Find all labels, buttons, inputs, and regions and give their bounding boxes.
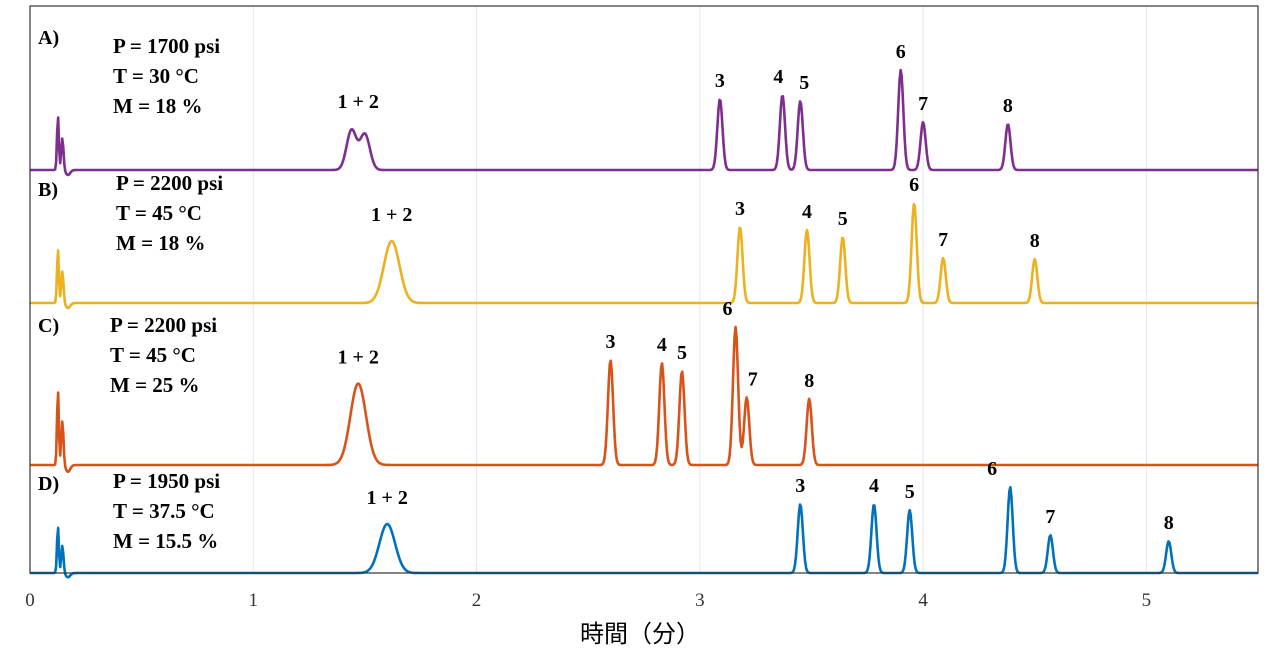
chromatogram-trace: [29, 68, 1259, 177]
peak-label: 8: [1030, 230, 1040, 252]
peak-label: 7: [918, 93, 928, 115]
peak-label: 4: [657, 334, 667, 356]
peak-label: 8: [804, 370, 814, 392]
peak-label: 7: [748, 368, 758, 390]
panel-label: B): [38, 179, 58, 201]
peak-label: 6: [909, 174, 919, 196]
x-tick-label: 5: [1142, 590, 1152, 611]
peak-label: 8: [1164, 512, 1174, 534]
chromatogram-trace: [29, 325, 1259, 474]
condition-text: T = 45 °C: [116, 201, 202, 225]
peak-label: 5: [799, 72, 809, 94]
condition-text: M = 18 %: [116, 231, 206, 255]
condition-text: M = 15.5 %: [113, 529, 218, 553]
peak-label: 1 + 2: [371, 204, 412, 226]
condition-text: P = 2200 psi: [110, 313, 217, 337]
condition-text: T = 37.5 °C: [113, 499, 215, 523]
condition-text: P = 1700 psi: [113, 34, 220, 58]
panel-label: C): [38, 315, 59, 337]
peak-label: 6: [723, 298, 733, 320]
x-tick-label: 3: [695, 590, 705, 611]
peak-label: 7: [938, 229, 948, 251]
peak-label: 4: [869, 475, 879, 497]
grid-layer: [252, 6, 1147, 573]
condition-text: M = 18 %: [113, 94, 203, 118]
peak-label: 6: [896, 41, 906, 63]
peak-label: 3: [606, 331, 616, 353]
condition-text: T = 30 °C: [113, 64, 199, 88]
x-tick-label: 4: [918, 590, 928, 611]
peak-label: 3: [715, 70, 725, 92]
peak-label: 3: [735, 198, 745, 220]
x-tick-label: 1: [249, 590, 259, 611]
peak-label: 1 + 2: [338, 347, 379, 369]
panel-label: D): [38, 473, 59, 495]
x-tick-label: 2: [472, 590, 482, 611]
peak-label: 7: [1045, 506, 1055, 528]
peak-label: 1 + 2: [338, 91, 379, 113]
tick-layer: 0 1 2 3 4 5: [25, 590, 1151, 611]
peak-label: 4: [773, 66, 783, 88]
condition-text: P = 1950 psi: [113, 469, 220, 493]
peak-label: 4: [802, 201, 812, 223]
peak-label: 3: [795, 475, 805, 497]
peak-label: 6: [987, 458, 997, 480]
x-tick-label: 0: [25, 590, 35, 611]
peak-label: 1 + 2: [367, 487, 408, 509]
condition-text: T = 45 °C: [110, 343, 196, 367]
condition-text: P = 2200 psi: [116, 171, 223, 195]
peak-label: 5: [677, 342, 687, 364]
condition-text: M = 25 %: [110, 373, 200, 397]
peak-label: 8: [1003, 95, 1013, 117]
x-axis-title: 時間（分）: [580, 620, 700, 648]
peak-label: 5: [905, 481, 915, 503]
panel-label: A): [38, 27, 59, 49]
plot-frame: [29, 5, 1259, 574]
chromatogram-trace: [29, 202, 1259, 310]
peak-label: 5: [838, 208, 848, 230]
